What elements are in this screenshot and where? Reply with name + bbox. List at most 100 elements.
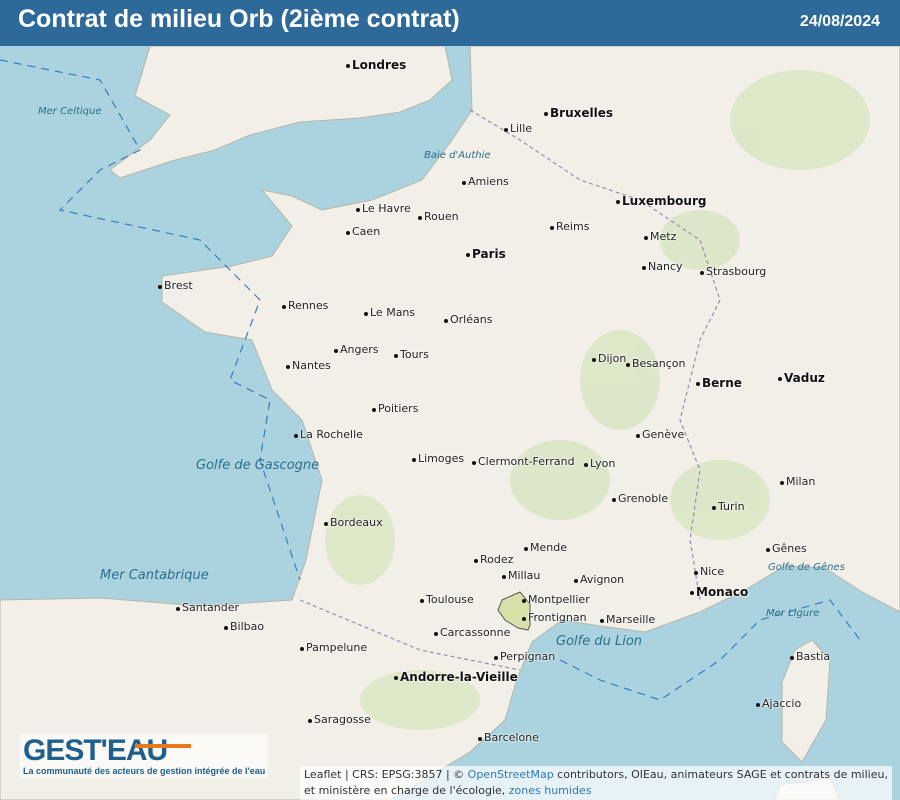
city-marker [494,656,498,660]
city-label: Bastia [796,650,831,663]
city-label: Bilbao [230,620,265,633]
city-label: Ajaccio [762,697,802,710]
city-label: Luxembourg [622,194,707,208]
city-label: Nice [700,565,725,578]
city-marker [394,676,398,680]
city-marker [294,434,298,438]
city-marker [412,458,416,462]
city-label: Perpignan [500,650,556,663]
osm-link[interactable]: OpenStreetMap [467,768,554,781]
city-label: Dijon [598,352,627,365]
city-label: Poitiers [378,402,419,415]
logo-accent-bar [135,744,191,748]
city-label: Caen [352,225,381,238]
city-marker [780,481,784,485]
city-marker [778,377,782,381]
city-marker [504,128,508,132]
maritime-borders [0,59,861,701]
attribution-text: contributors, OIEau, animateurs SAGE et … [304,768,888,797]
city-marker [418,216,422,220]
city-marker [522,599,526,603]
city-label: Frontignan [528,611,587,624]
city-marker [584,463,588,467]
city-marker [550,226,554,230]
city-marker [756,703,760,707]
city-label: Grenoble [618,492,669,505]
city-marker [308,719,312,723]
map-attribution: Leaflet | CRS: EPSG:3857 | © OpenStreetM… [300,766,892,800]
city-marker [690,591,694,595]
city-marker [286,365,290,369]
sea-label: Golfe du Lion [556,634,643,649]
city-marker [592,358,596,362]
sea-label: Golfe de Gênes [768,562,845,573]
logo-tagline: La communauté des acteurs de gestion int… [23,766,266,776]
city-marker [790,656,794,660]
city-marker [766,548,770,552]
sea-label: Mer Ligure [766,608,820,619]
city-marker [644,236,648,240]
city-label: Limoges [418,452,465,465]
city-label: Strasbourg [706,265,767,278]
city-label: Besançon [632,357,686,370]
city-marker [346,64,350,68]
city-marker [694,571,698,575]
city-label: Clermont-Ferrand [478,455,575,468]
sea-label: Mer Cantabrique [100,568,209,583]
city-label: Le Havre [362,202,411,215]
city-marker [700,271,704,275]
city-marker [616,200,620,204]
city-label: Rouen [424,210,459,223]
city-label: Lyon [590,457,616,470]
city-marker [158,285,162,289]
city-label: Angers [340,343,379,356]
city-marker [364,312,368,316]
city-marker [502,575,506,579]
city-marker [642,266,646,270]
city-label: Rennes [288,299,329,312]
city-label: Turin [718,500,745,513]
city-label: Montpellier [528,593,590,606]
city-marker [524,547,528,551]
city-marker [712,506,716,510]
city-label: Genève [642,428,685,441]
land-england [109,45,453,179]
sea-label: Baie d'Authie [424,150,491,161]
city-label: Tours [400,348,429,361]
city-label: La Rochelle [300,428,363,441]
zones-humides-link[interactable]: zones humides [508,784,592,797]
city-label: Londres [352,58,407,72]
city-marker [282,305,286,309]
city-marker [544,112,548,116]
city-marker [176,607,180,611]
city-label: Mende [530,541,567,554]
page-title: Contrat de milieu Orb (2ième contrat) [18,5,460,33]
city-marker [394,354,398,358]
city-marker [444,319,448,323]
city-marker [626,363,630,367]
city-label: Reims [556,220,590,233]
city-label: Berne [702,376,742,390]
city-label: Le Mans [370,306,416,319]
city-label: Pampelune [306,641,368,654]
city-marker [472,461,476,465]
date: 24/08/2024 [799,13,880,30]
city-marker [574,579,578,583]
city-label: Rodez [480,553,514,566]
city-label: Vaduz [784,371,825,385]
city-marker [696,382,700,386]
city-marker [636,434,640,438]
city-marker [346,231,350,235]
city-marker [420,599,424,603]
city-label: Bordeaux [330,516,383,529]
city-label: Paris [472,247,506,261]
city-label: Carcassonne [440,626,511,639]
city-marker [372,408,376,412]
city-label: Nancy [648,260,683,273]
city-marker [522,617,526,621]
sea-label: Mer Celtique [38,106,102,117]
logo-text: GEST'EAU [23,734,168,767]
sea-label: Golfe de Gascogne [196,458,320,473]
gesteau-logo[interactable]: GEST'EAU La communauté des acteurs de ge… [20,734,269,778]
